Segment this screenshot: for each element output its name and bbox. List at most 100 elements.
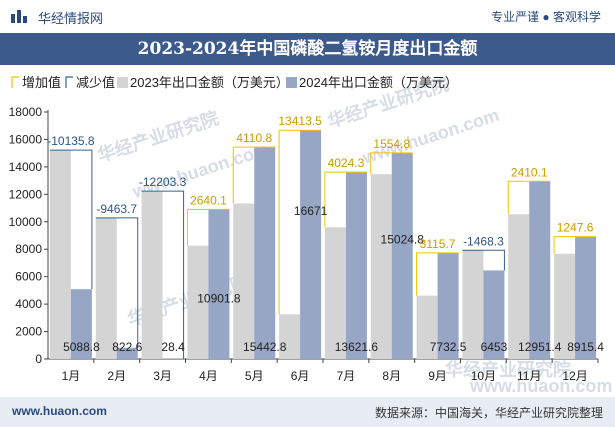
y-tick-label: 2000 (15, 325, 42, 339)
bar-2023 (416, 295, 438, 359)
x-tick-label: 7月 (337, 369, 356, 383)
bar-2024 (208, 209, 230, 359)
legend-increase-label: 增加值 (22, 75, 61, 90)
decrease-bracket (95, 217, 139, 348)
y-tick-label: 10000 (9, 215, 43, 229)
change-label: 1247.6 (557, 221, 594, 235)
x-tick-label: 8月 (382, 369, 401, 383)
chart-title: 2023-2024年中国磷酸二氢铵月度出口金额 (137, 39, 478, 59)
bar-2024 (483, 270, 505, 359)
title-bar (0, 33, 615, 65)
footer-source: 数据来源：中国海关，华经产业研究院整理 (374, 406, 603, 420)
x-tick-label: 2月 (107, 369, 126, 383)
bar-2024 (575, 236, 597, 359)
bar-2024 (437, 252, 459, 359)
bar-2023 (141, 191, 163, 359)
watermark-text: 华经产业研究院 (95, 107, 221, 166)
bar-chart-logo-icon (11, 10, 27, 23)
value-label-2024: 10901.8 (197, 292, 241, 306)
value-label-2024: 16671 (294, 204, 328, 218)
bar-2024 (70, 289, 92, 359)
bar-2023 (279, 314, 301, 359)
legend-2024-label: 2024年出口金额（万美元） (299, 75, 458, 90)
bar-2024 (391, 152, 413, 359)
increase-bracket (186, 208, 230, 246)
bar-2024 (345, 172, 367, 359)
bar-2023 (233, 203, 255, 359)
y-tick-label: 8000 (15, 242, 42, 256)
bar-2023 (462, 250, 484, 359)
data-labels: -10135.8 5088.8 -9463.7 822.6 -12203.3 28.4 26… (47, 114, 604, 354)
footer-url: www.huaon.com (12, 404, 107, 418)
value-label-2024: 8915.4 (567, 340, 604, 354)
bars (49, 129, 597, 359)
value-label-2024: 5088.8 (63, 340, 100, 354)
increase-bracket (507, 180, 551, 215)
x-tick-label: 4月 (199, 369, 218, 383)
increase-bracket (370, 152, 413, 175)
decrease-bracket (141, 190, 185, 359)
bar-2024 (254, 147, 276, 359)
y-tick-label: 6000 (15, 270, 42, 284)
change-label: -12203.3 (139, 175, 187, 189)
top-header: 华经情报网 专业严谨 ● 客观科学 (0, 0, 615, 32)
bar-2024 (529, 181, 551, 359)
axes: 0 2000 4000 6000 8000 10000 12000 14000 16000 180… (9, 105, 599, 383)
x-tick-label: 9月 (428, 369, 447, 383)
x-tick-label: 11月 (517, 369, 541, 383)
legend-decrease-label: 减少值 (76, 75, 115, 90)
x-tick-label: 3月 (153, 369, 172, 383)
x-tick-label: 5月 (245, 369, 264, 383)
change-label: 3115.7 (420, 237, 456, 251)
x-tick-label: 10月 (471, 369, 496, 383)
change-label: 2410.1 (511, 165, 548, 179)
watermark-text: www.huaon.com (469, 376, 612, 396)
value-label-2024: 13621.6 (335, 340, 379, 354)
change-label: 4110.8 (236, 131, 272, 145)
change-label: -10135.8 (47, 134, 95, 148)
y-tick-label: 14000 (9, 160, 43, 174)
increase-bracket (553, 236, 597, 254)
bar-2023 (95, 217, 117, 359)
bar-2023 (187, 245, 209, 359)
bar-2023 (370, 174, 392, 359)
x-tick-label: 6月 (291, 369, 310, 383)
x-tick-label: 12月 (562, 369, 587, 383)
bar-2024 (116, 347, 138, 359)
value-label-2024: 6453 (481, 340, 508, 354)
y-tick-label: 4000 (15, 297, 42, 311)
y-tick-label: 18000 (9, 105, 43, 119)
bar-2023 (508, 214, 530, 359)
increase-bracket (324, 171, 367, 228)
legend-increase-marker (11, 76, 19, 88)
increase-bracket (232, 146, 276, 204)
change-label: -1468.3 (463, 234, 504, 248)
site-name: 华经情报网 (38, 11, 104, 26)
value-label-2024: 15024.8 (381, 233, 425, 247)
chart: 华经产业研究院www.huaon.com华经产业研究院www.huaon.com… (9, 73, 613, 396)
legend-2023-label: 2023年出口金额（万美元） (130, 75, 289, 90)
x-tick-label: 1月 (62, 369, 81, 383)
footer-bar (0, 397, 615, 427)
change-label: 4024.3 (328, 156, 365, 170)
y-tick-label: 0 (35, 352, 42, 366)
legend-2023-swatch (117, 77, 128, 88)
value-label-2024: 15442.8 (243, 340, 287, 354)
increase-bracket (278, 129, 322, 315)
value-label-2024: 28.4 (161, 340, 185, 354)
bar-2023 (554, 253, 576, 359)
decrease-bracket (49, 149, 93, 290)
slogan: 专业严谨 ● 客观科学 (491, 10, 601, 24)
legend: 增加值 减少值 2023年出口金额（万美元） 2024年出口金额（万美元） (11, 75, 458, 90)
legend-decrease-marker (65, 76, 73, 88)
y-tick-label: 12000 (9, 187, 43, 201)
change-label: 2640.1 (190, 193, 227, 207)
bar-2023 (324, 227, 346, 359)
value-label-2024: 822.6 (112, 340, 142, 354)
legend-2024-swatch (286, 77, 297, 88)
change-label: 1554.8 (373, 137, 410, 151)
change-label: -9463.7 (96, 202, 137, 216)
bar-2023 (49, 150, 71, 359)
change-label: 13413.5 (278, 114, 322, 128)
decrease-bracket (462, 249, 505, 271)
